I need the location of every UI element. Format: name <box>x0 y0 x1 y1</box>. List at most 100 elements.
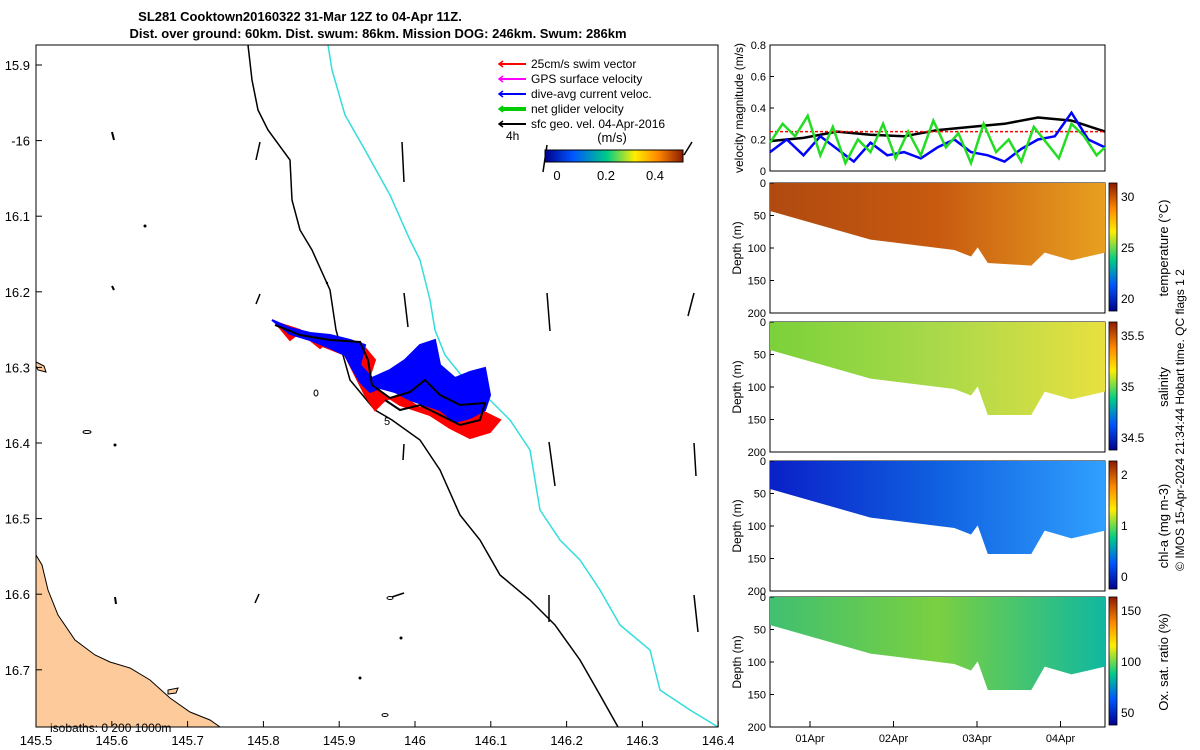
temperature-colorbar <box>1108 182 1118 312</box>
speed-colorbar-ticks: 0 0.2 0.4 <box>553 168 664 183</box>
geo-arrow <box>683 141 693 156</box>
salinity-colorbar <box>1108 321 1118 451</box>
reef <box>111 285 115 291</box>
salinity-colorbar-tick-label: 35 <box>1121 380 1135 394</box>
section-panel-salinity: 0 50 100 150 200 Depth (m) 35.5 35 34.5 salinity <box>730 317 1171 459</box>
velocity-panel: 0 0.2 0.4 0.6 0.8 velocity magnitude (m/s) <box>732 40 1106 178</box>
sfc-geo-velocity-arrows <box>254 141 699 633</box>
reef <box>325 281 329 285</box>
map-x-tick-label: 146.1 <box>475 733 508 748</box>
map-y-tick-label: 16.7 <box>5 663 30 678</box>
oxygen-colorbar-tick-label: 50 <box>1121 706 1135 720</box>
label-4h: 4h <box>506 129 519 143</box>
map-y-axis: 15.9 -16 16.1 16.2 16.3 16.4 16.5 16.6 16.7 <box>5 58 42 678</box>
temperature-colorbar-tick-label: 25 <box>1121 241 1135 255</box>
map-y-tick-label: 16.5 <box>5 512 30 527</box>
velocity-y-tick-label: 0.4 <box>751 103 766 115</box>
chl-colorbar-tick-label: 0 <box>1121 570 1128 584</box>
velocity-y-tick-label: 0.6 <box>751 72 766 84</box>
oxygen-depth-tick-label: 50 <box>754 625 766 637</box>
chl-depth-tick-label: 100 <box>748 521 766 533</box>
velocity-y-tick-label: 0.8 <box>751 40 766 52</box>
legend-arrowhead <box>497 90 504 98</box>
temperature-depth-tick-label: 150 <box>748 276 766 288</box>
island-small <box>167 687 179 695</box>
salinity-colorbar-label: salinity <box>1156 367 1171 407</box>
reef <box>313 389 319 397</box>
map-y-tick-label: 16.6 <box>5 587 30 602</box>
reef <box>113 443 117 447</box>
map-y-tick-label: 15.9 <box>5 58 30 73</box>
time-axis: 01Apr 02Apr 03Apr 04Apr <box>795 721 1076 745</box>
figure-title-line2: Dist. over ground: 60km. Dist. swum: 86k… <box>129 26 626 41</box>
velocity-y-tick-label: 0.2 <box>751 135 766 147</box>
salinity-depth-tick-label: 150 <box>748 415 766 427</box>
legend-arrowhead <box>497 120 504 128</box>
colorbar-unit: (m/s) <box>597 130 627 145</box>
map-x-tick-label: 146.3 <box>626 733 659 748</box>
oxygen-section-fill <box>770 597 1105 690</box>
colorbar-tick-label: 0 <box>553 168 560 183</box>
temperature-depth-tick-label: 200 <box>748 308 766 320</box>
geo-arrow <box>546 292 551 332</box>
reef <box>143 224 147 228</box>
temperature-depth-tick-label: 100 <box>748 243 766 255</box>
section-panel-oxygen: 0 50 100 150 200 Depth (m) 150 100 50 Ox. sat. ra… <box>730 592 1171 734</box>
chl-depth-tick-label: 200 <box>748 586 766 598</box>
map-y-tick-label: -16 <box>11 134 30 149</box>
figure-title-line1: SL281 Cooktown20160322 31-Mar 12Z to 04-… <box>138 9 462 24</box>
oxygen-depth-tick-label: 100 <box>748 657 766 669</box>
temperature-colorbar-tick-label: 20 <box>1121 292 1135 306</box>
chl-depth-tick-label: 150 <box>748 554 766 566</box>
footer-credit: © IMOS 15-Apr-2024 21:34:44 Hobart time.… <box>1173 269 1187 571</box>
map-x-tick-label: 145.6 <box>96 733 129 748</box>
geo-arrow <box>255 293 261 305</box>
oxygen-colorbar-label: Ox. sat. ratio (%) <box>1156 613 1171 711</box>
map-x-tick-label: 145.9 <box>323 733 356 748</box>
oxygen-depth-tick-label: 150 <box>748 690 766 702</box>
track-line <box>274 324 487 427</box>
legend-label: net glider velocity <box>531 102 624 116</box>
geo-arrow <box>693 442 697 477</box>
reef <box>111 131 115 141</box>
geo-arrow <box>403 292 409 328</box>
salinity-colorbar-tick-label: 35.5 <box>1121 329 1145 343</box>
geo-arrow <box>693 594 699 633</box>
temperature-colorbar-label: temperature (°C) <box>1156 200 1171 297</box>
map-x-tick-label: 145.7 <box>171 733 204 748</box>
salinity-ylabel: Depth (m) <box>730 360 744 413</box>
reef <box>82 430 92 434</box>
chl-colorbar-tick-label: 1 <box>1121 519 1128 533</box>
map-x-tick-label: 145.8 <box>247 733 280 748</box>
map-y-tick-label: 16.4 <box>5 436 30 451</box>
salinity-section-fill <box>770 322 1105 415</box>
map-x-tick-label: 146.4 <box>702 733 735 748</box>
legend-arrowhead <box>497 105 504 113</box>
geo-arrow <box>401 141 405 183</box>
velocity-y-tick-label: 0 <box>760 166 766 178</box>
geo-arrow <box>402 443 405 461</box>
salinity-depth-tick-label: 0 <box>760 317 766 329</box>
velocity-ylabel: velocity magnitude (m/s) <box>732 43 746 173</box>
track-label-5: 5 <box>384 416 390 428</box>
time-tick-label: 04Apr <box>1046 733 1076 745</box>
salinity-depth-tick-label: 50 <box>754 350 766 362</box>
chl-ylabel: Depth (m) <box>730 499 744 552</box>
geo-arrow <box>548 441 556 487</box>
legend-arrowhead <box>497 60 504 68</box>
map-y-tick-label: 16.2 <box>5 285 30 300</box>
temperature-section-fill <box>770 183 1105 266</box>
temperature-ylabel: Depth (m) <box>730 221 744 274</box>
legend-label: GPS surface velocity <box>531 72 642 86</box>
geo-arrow <box>391 592 405 598</box>
velocity-y-axis: 0 0.2 0.4 0.6 0.8 <box>751 40 774 178</box>
temperature-colorbar-tick-label: 30 <box>1121 190 1135 204</box>
map-x-axis: 145.5 145.6 145.7 145.8 145.9 146 146.1 146.2 14… <box>20 721 735 748</box>
chl-depth-tick-label: 0 <box>760 456 766 468</box>
oxygen-colorbar <box>1108 596 1118 726</box>
chl-colorbar-tick-label: 2 <box>1121 468 1128 482</box>
oxygen-colorbar-tick-label: 100 <box>1121 655 1141 669</box>
reef <box>358 676 362 680</box>
